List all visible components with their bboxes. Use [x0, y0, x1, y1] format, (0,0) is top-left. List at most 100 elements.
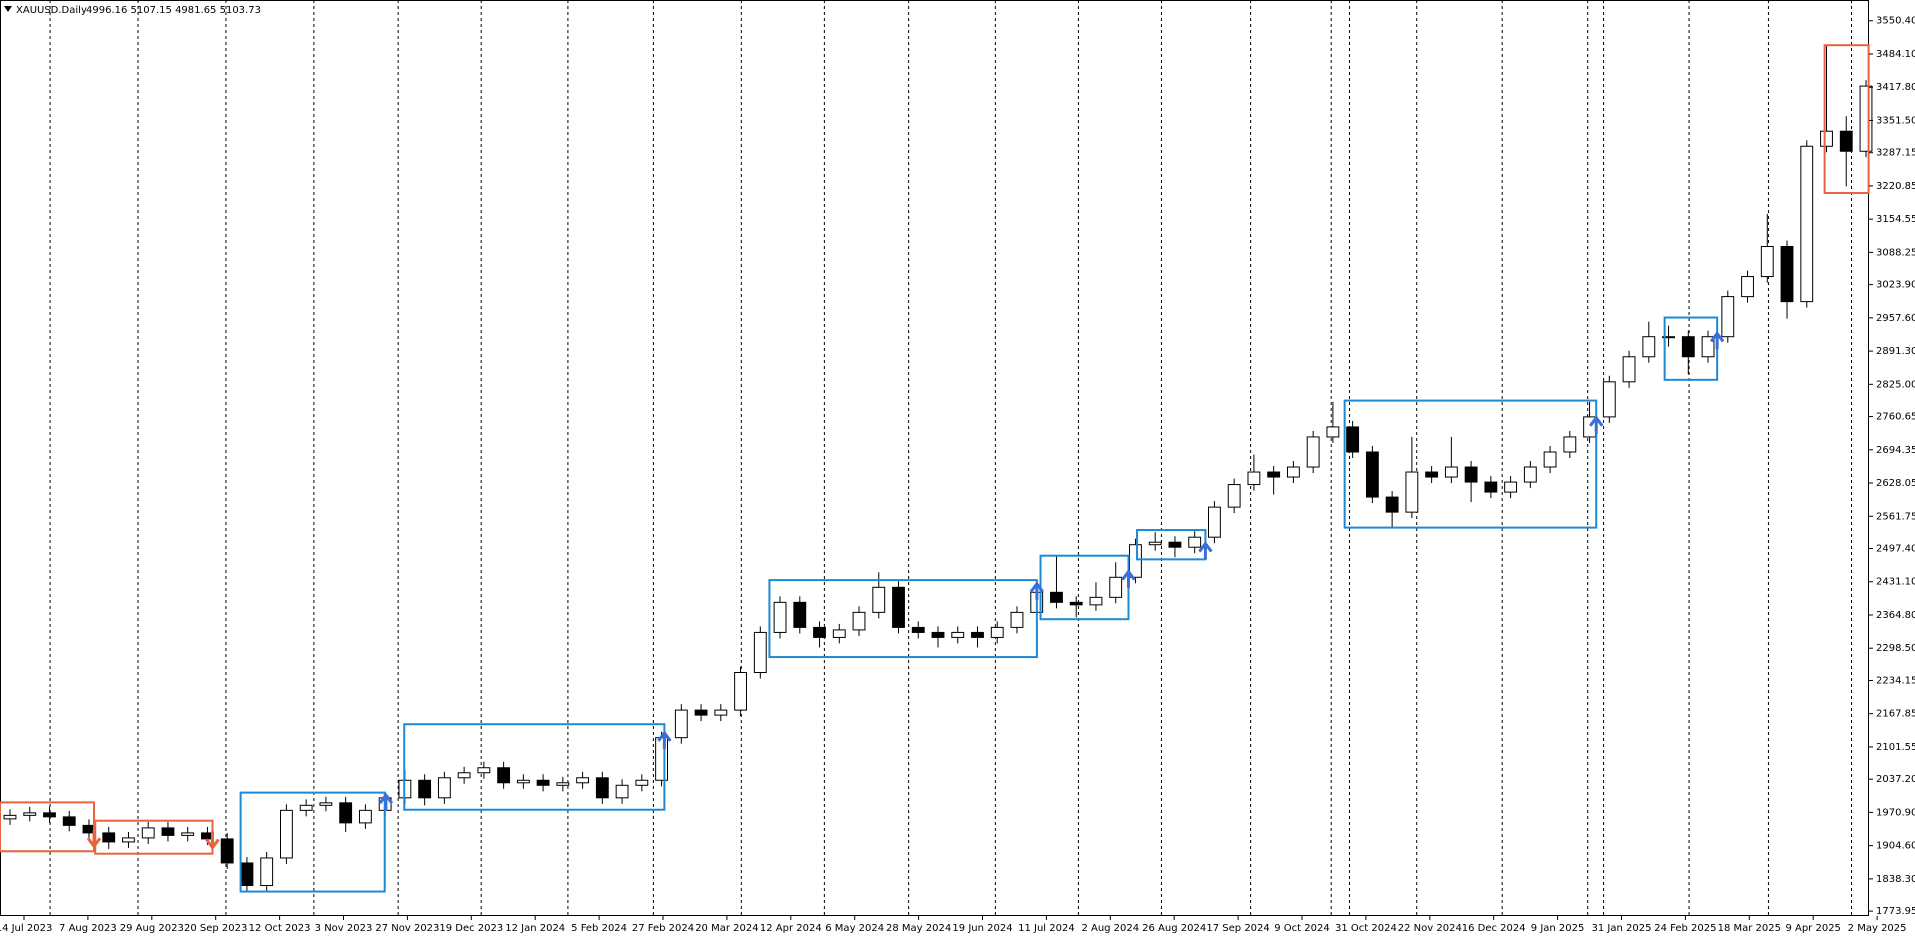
candle-body — [911, 626, 925, 633]
range-box — [1343, 399, 1598, 529]
candle-body — [1425, 471, 1439, 478]
candle-body — [1760, 245, 1774, 278]
candle-body — [990, 626, 1004, 638]
candle-body — [1839, 130, 1853, 152]
x-tick-label: 19 Dec 2023 — [439, 923, 503, 934]
y-tick-label: 2037.20 — [1876, 774, 1915, 785]
candle-body — [1247, 471, 1261, 486]
up-arrow — [1029, 581, 1045, 600]
y-tick-label: 1773.95 — [1876, 906, 1915, 917]
x-tick-label: 2 Aug 2024 — [1081, 923, 1139, 934]
candle-body — [1642, 336, 1656, 358]
y-tick-label: 2628.05 — [1876, 478, 1915, 489]
period-separators — [49, 0, 1852, 916]
candle-body — [1069, 601, 1083, 606]
x-tick-label: 20 Mar 2024 — [695, 923, 758, 934]
candle-body — [1326, 426, 1340, 438]
candle-body — [1346, 426, 1360, 453]
x-tick-label: 31 Oct 2024 — [1335, 923, 1397, 934]
x-tick-label: 18 Mar 2025 — [1718, 923, 1781, 934]
candle-body — [43, 812, 56, 818]
candle-body — [576, 777, 590, 784]
candle-body — [635, 779, 649, 786]
y-tick-label: 2891.30 — [1876, 346, 1915, 357]
y-tick-label: 1904.60 — [1876, 841, 1915, 852]
candle-body — [299, 804, 313, 811]
x-tick-label: 22 Nov 2024 — [1398, 923, 1462, 934]
candle-body — [1859, 85, 1873, 152]
candle-body — [260, 857, 274, 887]
x-tick-label: 27 Nov 2023 — [375, 923, 439, 934]
candle-body — [1405, 471, 1419, 513]
candle-body — [753, 631, 767, 674]
candle-body — [477, 767, 491, 774]
candle-body — [1780, 245, 1794, 303]
y-tick-label: 2101.55 — [1876, 742, 1915, 753]
candle-body — [1267, 471, 1281, 478]
candle-body — [615, 784, 629, 799]
candle-body — [122, 837, 135, 843]
y-tick-label: 2167.85 — [1876, 709, 1915, 720]
candle-body — [793, 601, 807, 628]
range-box — [239, 791, 386, 893]
range-box — [1823, 44, 1870, 194]
candle-body — [161, 827, 175, 836]
up-arrow — [1709, 331, 1725, 350]
candle-body — [1800, 145, 1814, 303]
candle-body — [674, 709, 688, 739]
y-tick-label: 3417.80 — [1876, 82, 1915, 93]
candles — [3, 46, 1873, 892]
x-tick-label: 5 Feb 2024 — [571, 923, 627, 934]
candle-body — [1484, 481, 1498, 493]
y-tick-label: 2497.40 — [1876, 544, 1915, 555]
candle-body — [536, 779, 550, 786]
candle-body — [1208, 506, 1221, 538]
y-tick-label: 2431.10 — [1876, 577, 1915, 588]
symbol-menu-icon[interactable] — [4, 6, 12, 12]
candle-body — [240, 862, 254, 887]
y-tick-label: 2957.60 — [1876, 313, 1915, 324]
y-tick-label: 3088.25 — [1876, 247, 1915, 258]
x-tick-label: 2 May 2025 — [1848, 923, 1907, 934]
candle-body — [832, 629, 846, 638]
y-tick-label: 3154.55 — [1876, 214, 1915, 225]
candle-body — [220, 838, 234, 864]
x-tick-label: 14 Jul 2023 — [0, 923, 52, 934]
down-arrow — [205, 831, 220, 850]
y-tick-label: 1838.30 — [1876, 874, 1915, 885]
x-tick-label: 11 Jul 2024 — [1018, 923, 1075, 934]
candle-body — [1602, 381, 1616, 418]
candle-body — [1365, 451, 1379, 498]
plot-frame — [0, 0, 1869, 916]
x-tick-label: 12 Jan 2024 — [505, 923, 565, 934]
range-box — [768, 579, 1038, 659]
range-box — [0, 801, 96, 853]
y-tick-label: 2298.50 — [1876, 643, 1915, 654]
candle-body — [1523, 466, 1537, 483]
candle-body — [1129, 544, 1142, 578]
candle-body — [1721, 296, 1735, 338]
candle-body — [1543, 451, 1557, 468]
y-tick-label: 2364.80 — [1876, 610, 1915, 621]
x-tick-label: 24 Feb 2025 — [1654, 923, 1716, 934]
candle-body — [1010, 611, 1024, 628]
candle-body — [102, 832, 116, 843]
candle-body — [1286, 466, 1300, 478]
y-tick-label: 1970.90 — [1876, 807, 1915, 818]
candle-body — [1306, 436, 1320, 468]
up-arrow — [1589, 415, 1604, 434]
y-tick-label: 3550.40 — [1876, 16, 1915, 27]
candle-body — [1050, 591, 1063, 603]
x-tick-label: 6 May 2024 — [825, 923, 884, 934]
x-tick-label: 29 Aug 2023 — [120, 923, 184, 934]
candle-body — [497, 767, 511, 784]
annotations — [0, 44, 1870, 893]
x-tick-label: 31 Jan 2025 — [1592, 923, 1652, 934]
y-tick-label: 2825.00 — [1876, 379, 1915, 390]
up-arrow — [1198, 541, 1213, 560]
candle-body — [1681, 336, 1695, 358]
candle-body — [595, 777, 609, 799]
candle-body — [852, 611, 866, 631]
